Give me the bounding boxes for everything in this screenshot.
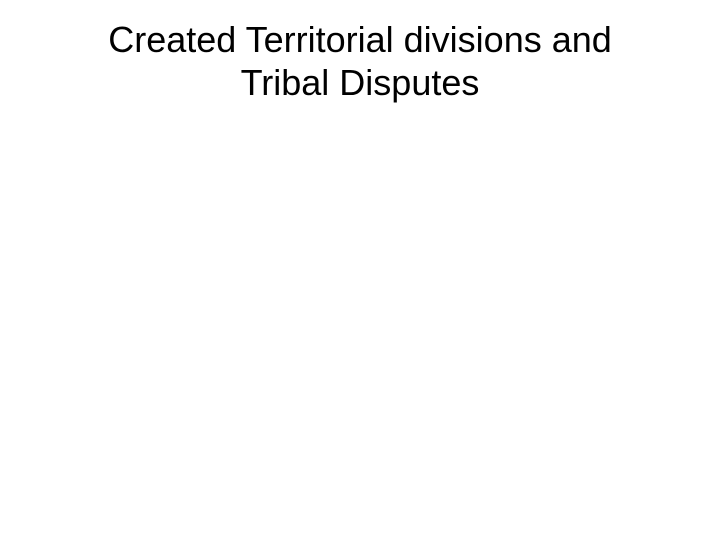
slide-title: Created Territorial divisions and Tribal… [70,18,650,104]
slide-container: Created Territorial divisions and Tribal… [0,0,720,540]
